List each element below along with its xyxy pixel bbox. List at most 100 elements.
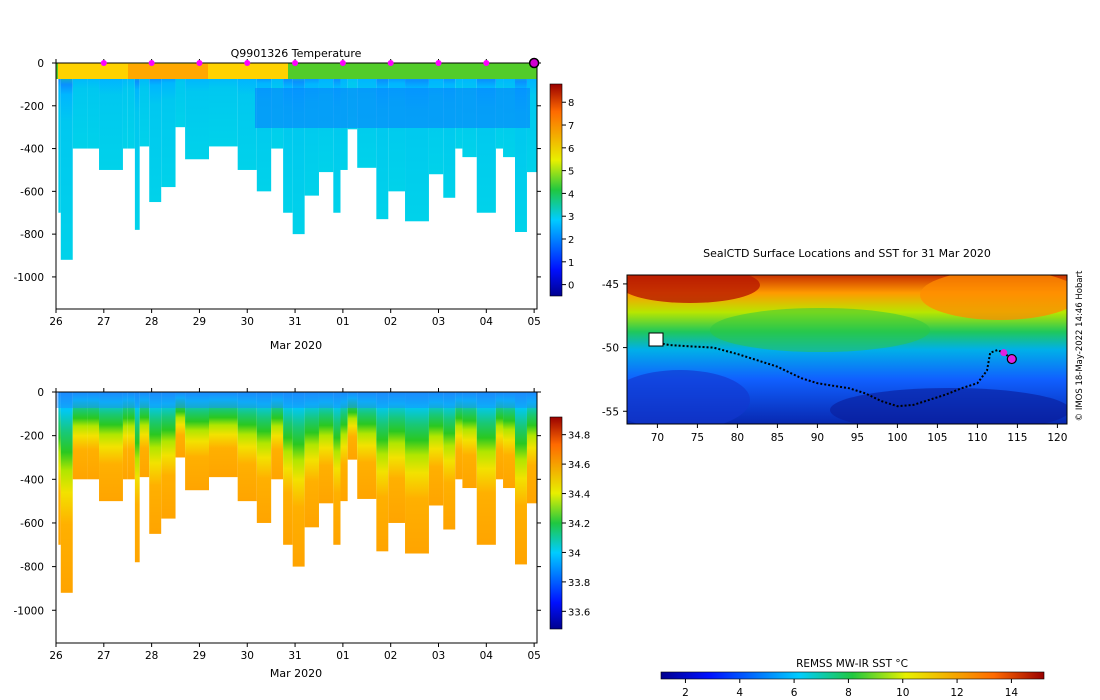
profile-column bbox=[376, 63, 389, 220]
sst-colorbar-tick-label: 6 bbox=[791, 687, 798, 699]
lon-tick-label: 95 bbox=[851, 432, 864, 444]
y-tick-label: -400 bbox=[20, 474, 44, 486]
profile-column bbox=[541, 63, 548, 187]
sst-warm-north bbox=[627, 275, 760, 303]
profile-column bbox=[175, 63, 186, 128]
salinity-colorbar: 33.6 33.8 34 34.2 34.4 34.6 34.8 bbox=[549, 416, 590, 630]
x-tick-label: 28 bbox=[145, 316, 158, 328]
y-tick-label: -600 bbox=[20, 518, 44, 530]
profile-column bbox=[122, 63, 128, 149]
salinity-axes-frame bbox=[55, 391, 538, 644]
x-tick-label: 04 bbox=[480, 316, 494, 328]
y-tick-label: -200 bbox=[20, 431, 44, 443]
profile-column bbox=[304, 392, 319, 528]
colorbar-tick-label: 34.6 bbox=[568, 460, 590, 471]
profile-column bbox=[122, 392, 128, 480]
current-surface-marker bbox=[528, 57, 540, 69]
profile-column bbox=[455, 392, 463, 480]
sst-cold-south bbox=[830, 388, 1067, 424]
sst-map-panel: SealCTD Surface Locations and SST for 31… bbox=[602, 247, 1085, 444]
y-tick-label: -1000 bbox=[13, 605, 44, 617]
surface-location-markers bbox=[100, 57, 540, 69]
profile-column bbox=[209, 392, 238, 478]
profile-column bbox=[405, 63, 429, 222]
profile-column bbox=[443, 63, 456, 198]
y-tick-label: 0 bbox=[37, 58, 44, 70]
x-tick-label: 31 bbox=[288, 650, 301, 662]
x-tick-label: 02 bbox=[384, 316, 397, 328]
salinity-profile-columns bbox=[58, 392, 548, 593]
colorbar-tick-label: 33.6 bbox=[568, 607, 590, 618]
profile-column bbox=[161, 63, 176, 188]
sst-colorbar-ticks: 2 4 6 8 10 12 14 bbox=[682, 679, 1018, 699]
sst-green-front bbox=[710, 308, 930, 352]
colorbar-tick-label: 34.4 bbox=[568, 490, 590, 501]
profile-column bbox=[161, 392, 176, 519]
surface-marker bbox=[100, 60, 107, 66]
colorbar-tick-label: 8 bbox=[568, 98, 574, 109]
salinity-colorbar-ramp bbox=[549, 416, 563, 630]
temperature-y-axis: 0 -200 -400 -600 -800 -1000 bbox=[13, 58, 541, 284]
x-tick-label: 31 bbox=[288, 316, 301, 328]
profile-column bbox=[60, 392, 73, 593]
sst-colorbar-tick-label: 10 bbox=[896, 687, 909, 699]
sst-cold-southwest bbox=[627, 370, 750, 424]
profile-column bbox=[292, 392, 305, 567]
seal-track bbox=[650, 334, 1013, 408]
y-tick-label: 0 bbox=[37, 387, 44, 399]
profile-column bbox=[515, 392, 527, 565]
profile-column bbox=[87, 63, 100, 149]
profile-column bbox=[256, 392, 272, 523]
profile-column bbox=[428, 392, 444, 506]
lon-tick-label: 100 bbox=[887, 432, 907, 444]
x-tick-label: 26 bbox=[49, 650, 63, 662]
sst-colorbar: REMSS MW-IR SST °C 2 4 6 8 10 12 14 bbox=[660, 658, 1045, 699]
profile-column bbox=[134, 392, 140, 563]
lon-tick-label: 105 bbox=[927, 432, 947, 444]
profile-column bbox=[526, 392, 537, 504]
colorbar-tick-label: 34 bbox=[568, 548, 581, 559]
profile-column bbox=[72, 63, 88, 149]
lon-tick-label: 85 bbox=[771, 432, 784, 444]
lon-tick-label: 75 bbox=[691, 432, 704, 444]
lon-tick-label: 110 bbox=[967, 432, 987, 444]
surface-marker bbox=[435, 60, 442, 66]
profile-column bbox=[541, 392, 548, 519]
profile-column bbox=[318, 392, 334, 504]
profile-column bbox=[271, 392, 284, 480]
profile-column bbox=[58, 392, 61, 545]
salinity-xlabel: Mar 2020 bbox=[270, 667, 322, 680]
sst-warm-northeast bbox=[920, 275, 1067, 320]
sst-colorbar-tick-label: 12 bbox=[950, 687, 963, 699]
profile-column bbox=[185, 63, 210, 160]
profile-column bbox=[405, 392, 429, 554]
profile-column bbox=[175, 392, 186, 458]
x-tick-label: 01 bbox=[336, 650, 349, 662]
surface-marker bbox=[148, 60, 155, 66]
temperature-panel: Q9901326 Temperature 26 27 28 29 30 31 01 02 03 0… bbox=[13, 47, 574, 352]
sst-map-frame bbox=[626, 274, 1068, 425]
sst-colorbar-label: REMSS MW-IR SST °C bbox=[796, 658, 908, 670]
profile-column bbox=[333, 392, 341, 545]
x-tick-label: 02 bbox=[384, 650, 397, 662]
profile-column bbox=[149, 392, 162, 534]
profile-column bbox=[476, 392, 496, 545]
profile-column bbox=[60, 63, 73, 260]
sst-colorbar-tick-label: 2 bbox=[682, 687, 689, 699]
surface-marker bbox=[196, 60, 203, 66]
x-tick-label: 03 bbox=[432, 316, 445, 328]
profile-column bbox=[503, 392, 516, 489]
y-tick-label: -800 bbox=[20, 229, 44, 241]
surface-marker bbox=[292, 60, 299, 66]
profile-column bbox=[185, 392, 210, 491]
profile-column bbox=[283, 63, 293, 213]
lat-tick-label: -45 bbox=[602, 279, 619, 291]
surface-marker bbox=[387, 60, 394, 66]
colorbar-tick-label: 7 bbox=[568, 121, 574, 132]
profile-column bbox=[72, 392, 88, 480]
sst-map-lon-axis: 70 75 80 85 90 95 100 105 110 115 120 bbox=[651, 424, 1067, 444]
profile-column bbox=[304, 63, 319, 196]
x-tick-label: 01 bbox=[336, 316, 349, 328]
lon-tick-label: 90 bbox=[811, 432, 824, 444]
x-tick-label: 04 bbox=[480, 650, 494, 662]
